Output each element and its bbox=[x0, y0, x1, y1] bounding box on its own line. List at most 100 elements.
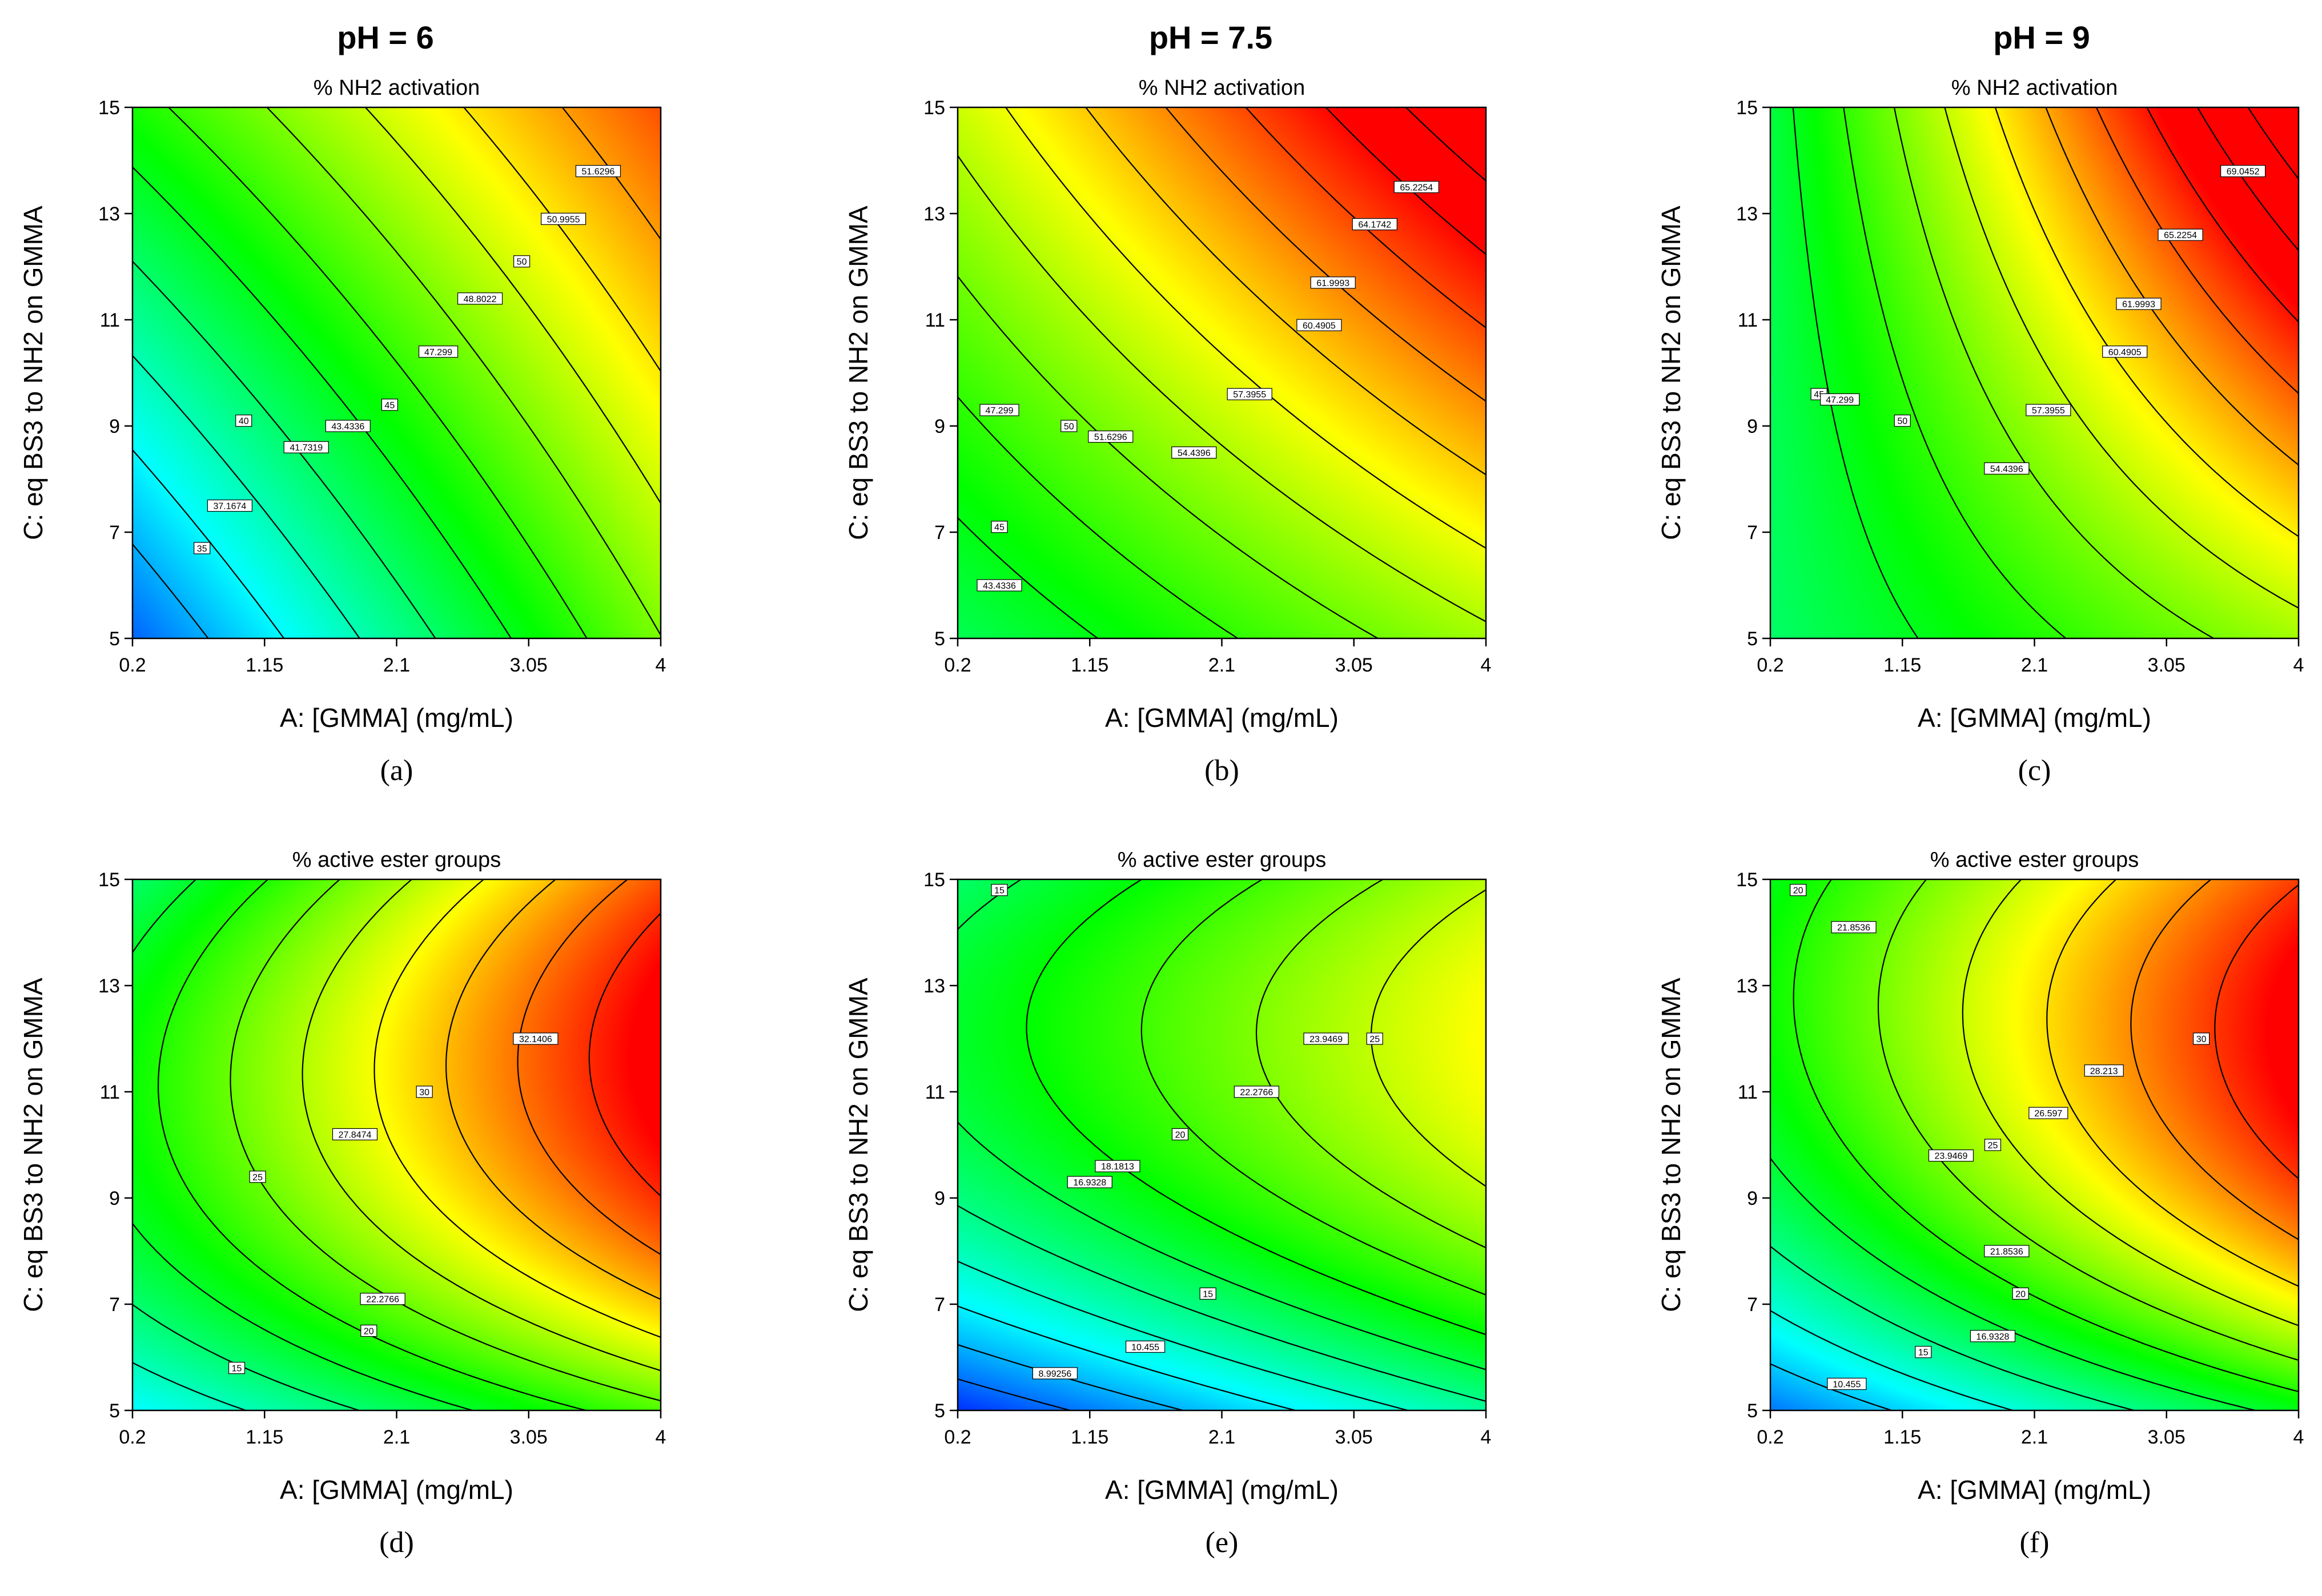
contour-label: 16.9328 bbox=[1970, 1330, 2016, 1342]
contour-label-box bbox=[235, 415, 252, 427]
contour-label-text: 45 bbox=[994, 523, 1005, 533]
panel-title: % active ester groups bbox=[292, 848, 501, 872]
y-tick-label: 9 bbox=[934, 1188, 945, 1209]
contour-label-box bbox=[2102, 345, 2148, 358]
contour-label-text: 47.299 bbox=[1826, 396, 1854, 405]
contour-label: 26.597 bbox=[2028, 1107, 2068, 1119]
contour-label-box bbox=[575, 165, 621, 178]
contour-line bbox=[2095, 107, 2299, 394]
contour-line bbox=[1371, 889, 1487, 1187]
x-tick-label: 1.15 bbox=[1071, 1426, 1108, 1448]
contour-label-box bbox=[1171, 1128, 1189, 1141]
contour-label-text: 54.4396 bbox=[1990, 464, 2023, 474]
contour-line bbox=[957, 1378, 1071, 1412]
contour-label-box bbox=[991, 883, 1008, 897]
contour-line bbox=[2046, 879, 2299, 1287]
x-tick-label: 2.1 bbox=[383, 654, 410, 676]
contour-line bbox=[2146, 107, 2299, 323]
contour-label: 8.99256 bbox=[1032, 1367, 1078, 1380]
x-tick-label: 1.15 bbox=[246, 1426, 283, 1448]
contour-label-box bbox=[1915, 1346, 1932, 1358]
contour-line bbox=[364, 107, 661, 504]
y-tick-label: 11 bbox=[1738, 1082, 1758, 1103]
contour-label: 20 bbox=[1171, 1128, 1189, 1141]
contour-label-text: 27.8474 bbox=[339, 1130, 372, 1140]
contour-label: 51.6296 bbox=[575, 165, 621, 178]
contour-label: 27.8474 bbox=[332, 1128, 378, 1141]
contour-label-text: 32.1406 bbox=[519, 1035, 552, 1044]
contour-label-text: 21.8536 bbox=[1837, 923, 1870, 933]
contour-label-box bbox=[360, 1324, 377, 1337]
contour-label-text: 26.597 bbox=[2034, 1109, 2062, 1119]
y-tick-label: 7 bbox=[109, 1294, 120, 1316]
y-axis-label: C: eq BS3 to NH2 on GMMA bbox=[843, 978, 873, 1312]
contour-line bbox=[957, 879, 1487, 1370]
contour-label-text: 25 bbox=[1988, 1141, 1998, 1151]
panel-letter: (a) bbox=[380, 754, 413, 787]
y-tick-label: 9 bbox=[1747, 1188, 1758, 1209]
contour-line bbox=[1793, 879, 2299, 1393]
panel-letter: (c) bbox=[2018, 754, 2051, 787]
x-tick-label: 3.05 bbox=[510, 654, 548, 676]
contour-label-box bbox=[1984, 1245, 2030, 1257]
x-tick-label: 4 bbox=[1481, 1426, 1492, 1448]
x-tick-label: 4 bbox=[2293, 654, 2304, 676]
contour-label: 50 bbox=[1894, 415, 1911, 427]
contour-line bbox=[1770, 1245, 2135, 1412]
contour-label-text: 35 bbox=[197, 544, 207, 554]
chart-panel: % active ester groups 0.2 1.15 2.1 3.05 4 5 7 9 1… bbox=[1656, 848, 2304, 1559]
contour-line bbox=[957, 1260, 1408, 1412]
contour-label-text: 28.213 bbox=[2090, 1067, 2118, 1076]
x-tick-label: 4 bbox=[656, 654, 666, 676]
panel-title: % active ester groups bbox=[1118, 848, 1326, 872]
y-axis-label: C: eq BS3 to NH2 on GMMA bbox=[1656, 978, 1686, 1312]
y-tick-label: 11 bbox=[925, 1082, 945, 1103]
contour-label-box bbox=[1234, 1086, 1279, 1098]
contour-line bbox=[957, 396, 1239, 639]
contour-label: 28.213 bbox=[2084, 1064, 2124, 1077]
contour-label-box bbox=[2158, 228, 2203, 241]
contour-label: 48.8022 bbox=[457, 292, 503, 305]
contour-label-box bbox=[513, 1032, 559, 1045]
contour-label-text: 54.4396 bbox=[1178, 449, 1211, 459]
contour-label-text: 20 bbox=[1793, 886, 1803, 896]
contour-line bbox=[957, 276, 1379, 639]
contour-line bbox=[132, 260, 436, 639]
contour-label-text: 60.4905 bbox=[1303, 321, 1336, 331]
contour-label: 21.8536 bbox=[1831, 921, 1877, 934]
contour-label-box bbox=[1067, 1176, 1112, 1188]
x-tick-label: 0.2 bbox=[944, 654, 971, 676]
contour-label-text: 60.4905 bbox=[2108, 348, 2142, 357]
contour-label-box bbox=[1227, 388, 1272, 400]
contour-label-box bbox=[1984, 1139, 2002, 1151]
chart-panel: % active ester groups 0.2 1.15 2.1 3.05 4 5 7 9 1… bbox=[843, 848, 1491, 1559]
contour-label-box bbox=[2193, 1032, 2210, 1045]
y-tick-label: 9 bbox=[1747, 416, 1758, 437]
x-axis-label: A: [GMMA] (mg/mL) bbox=[1105, 1475, 1339, 1505]
contour-label-box bbox=[2084, 1064, 2124, 1077]
contour-line bbox=[1085, 107, 1487, 476]
contour-label: 65.2254 bbox=[1393, 180, 1439, 194]
x-tick-label: 3.05 bbox=[2148, 654, 2186, 676]
x-tick-label: 3.05 bbox=[2148, 1426, 2186, 1448]
contour-label: 43.4336 bbox=[977, 579, 1022, 592]
contour-label: 20 bbox=[360, 1324, 377, 1337]
contour-label: 43.4336 bbox=[325, 420, 371, 432]
contour-label: 23.9469 bbox=[1928, 1149, 1974, 1162]
contour-line bbox=[168, 107, 588, 639]
contour-label-text: 8.99256 bbox=[1038, 1369, 1071, 1379]
y-tick-label: 15 bbox=[1736, 869, 1758, 891]
contour-label-box bbox=[249, 1171, 266, 1183]
contour-label: 22.2766 bbox=[1234, 1086, 1279, 1098]
contour-label-box bbox=[1366, 1032, 1383, 1045]
y-tick-label: 9 bbox=[109, 416, 120, 437]
y-tick-label: 5 bbox=[109, 628, 120, 650]
chart-panel: % active ester groups 0.2 1.15 2.1 3.05 4 5 7 9 1… bbox=[18, 848, 666, 1559]
y-tick-label: 5 bbox=[109, 1400, 120, 1422]
contour-line bbox=[1893, 107, 2214, 639]
contour-label: 54.4396 bbox=[1171, 446, 1217, 459]
contour-label-box bbox=[2026, 404, 2071, 416]
column-header-ph9: pH = 9 bbox=[1993, 19, 2090, 55]
